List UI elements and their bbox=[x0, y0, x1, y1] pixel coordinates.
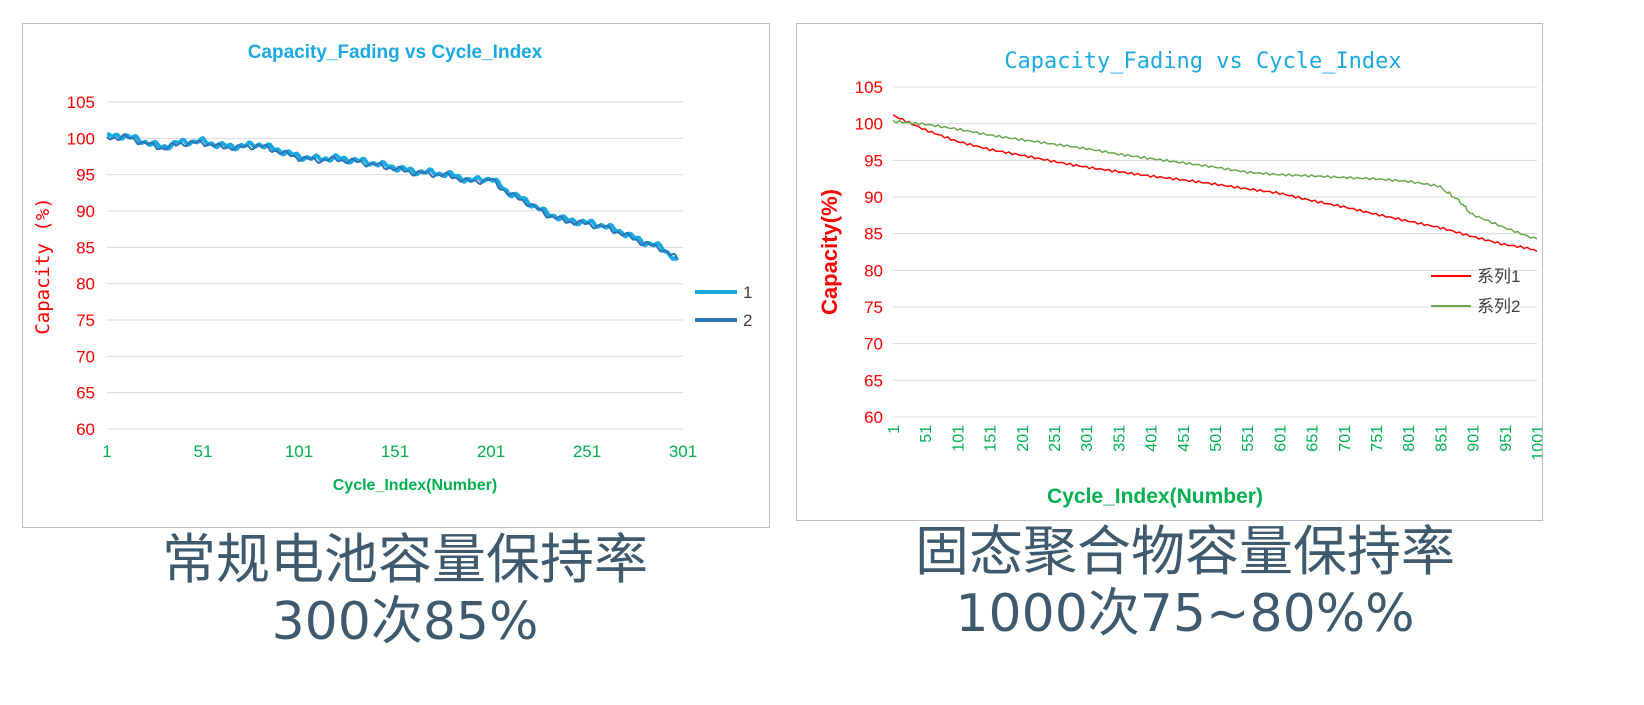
x-tick-label: 101 bbox=[285, 442, 313, 461]
x-tick-label: 851 bbox=[1433, 425, 1450, 452]
x-tick-label: 1 bbox=[102, 442, 111, 461]
x-tick-label: 601 bbox=[1272, 425, 1289, 452]
x-tick-label: 701 bbox=[1337, 425, 1354, 452]
y-tick-label: 65 bbox=[864, 371, 883, 390]
y-tick-label: 60 bbox=[76, 420, 95, 439]
y-tick-label: 85 bbox=[864, 225, 883, 244]
legend-label: 1 bbox=[743, 283, 752, 302]
caption-solid-state-value: 1000次75~80%% bbox=[955, 584, 1415, 644]
x-tick-label: 401 bbox=[1144, 425, 1161, 452]
y-tick-label: 90 bbox=[864, 188, 883, 207]
x-tick-label: 301 bbox=[669, 442, 697, 461]
y-tick-label: 80 bbox=[76, 275, 95, 294]
y-tick-label: 65 bbox=[76, 384, 95, 403]
y-axis-label: Capacity (%) bbox=[32, 197, 54, 334]
legend-label: 2 bbox=[743, 311, 752, 330]
x-axis-label: Cycle_Index(Number) bbox=[333, 477, 498, 494]
x-tick-label: 751 bbox=[1369, 425, 1386, 452]
caption-conventional: 常规电池容量保持率 300次85% bbox=[0, 528, 810, 652]
y-tick-label: 100 bbox=[67, 129, 95, 148]
series-line-2 bbox=[106, 133, 679, 260]
chart-title: Capacity_Fading vs Cycle_Index bbox=[1004, 49, 1401, 74]
y-tick-label: 75 bbox=[76, 311, 95, 330]
y-tick-label: 95 bbox=[864, 151, 883, 170]
series-line-1 bbox=[106, 132, 679, 262]
x-tick-label: 551 bbox=[1240, 425, 1257, 452]
x-tick-label: 51 bbox=[918, 425, 935, 443]
caption-conventional-value: 300次85% bbox=[271, 592, 539, 652]
y-tick-label: 100 bbox=[855, 115, 883, 134]
y-tick-label: 90 bbox=[76, 202, 95, 221]
y-tick-label: 95 bbox=[76, 166, 95, 185]
x-tick-label: 651 bbox=[1305, 425, 1322, 452]
y-axis-label: Capacity(%) bbox=[817, 189, 842, 315]
x-tick-label: 801 bbox=[1401, 425, 1418, 452]
chart-conventional-capacity: Capacity_Fading vs Cycle_Index 60 65 70 75 80… bbox=[32, 42, 752, 494]
x-tick-label: 201 bbox=[1015, 425, 1032, 452]
y-tick-label: 70 bbox=[76, 347, 95, 366]
x-tick-label: 301 bbox=[1079, 425, 1096, 452]
y-tick-label: 85 bbox=[76, 238, 95, 257]
x-tick-label: 951 bbox=[1498, 425, 1515, 452]
chart-solid-state-capacity: Capacity_Fading vs Cycle_Index 60 65 70 75 80… bbox=[817, 49, 1542, 508]
x-tick-label: 101 bbox=[950, 425, 967, 452]
x-tick-label: 151 bbox=[381, 442, 409, 461]
chart-title: Capacity_Fading vs Cycle_Index bbox=[248, 42, 543, 63]
x-tick-label: 1001 bbox=[1530, 425, 1542, 461]
x-tick-label: 51 bbox=[194, 442, 213, 461]
x-tick-label: 1 bbox=[886, 425, 903, 434]
series-line-1 bbox=[892, 114, 1538, 252]
series-line-2 bbox=[892, 119, 1538, 240]
y-tick-label: 105 bbox=[855, 78, 883, 97]
x-tick-label: 251 bbox=[1047, 425, 1064, 452]
x-tick-label: 501 bbox=[1208, 425, 1225, 452]
x-tick-label: 151 bbox=[983, 425, 1000, 452]
y-tick-label: 75 bbox=[864, 298, 883, 317]
chart-panel-solid-state: Capacity_Fading vs Cycle_Index 60 65 70 75 80… bbox=[796, 23, 1543, 521]
legend-label: 系列1 bbox=[1477, 267, 1520, 286]
x-tick-label: 351 bbox=[1111, 425, 1128, 452]
chart-panel-conventional: Capacity_Fading vs Cycle_Index 60 65 70 75 80… bbox=[22, 23, 770, 528]
y-tick-label: 105 bbox=[67, 93, 95, 112]
x-tick-label: 201 bbox=[477, 442, 505, 461]
y-tick-label: 60 bbox=[864, 408, 883, 427]
legend-label: 系列2 bbox=[1477, 297, 1520, 316]
y-tick-label: 80 bbox=[864, 261, 883, 280]
x-axis-label: Cycle_Index(Number) bbox=[1047, 485, 1263, 508]
x-tick-label: 251 bbox=[573, 442, 601, 461]
y-tick-label: 70 bbox=[864, 335, 883, 354]
x-tick-label: 901 bbox=[1466, 425, 1483, 452]
caption-solid-state-title: 固态聚合物容量保持率 bbox=[915, 520, 1455, 583]
caption-solid-state: 固态聚合物容量保持率 1000次75~80%% bbox=[800, 520, 1570, 644]
caption-conventional-title: 常规电池容量保持率 bbox=[162, 528, 648, 591]
x-tick-label: 451 bbox=[1176, 425, 1193, 452]
